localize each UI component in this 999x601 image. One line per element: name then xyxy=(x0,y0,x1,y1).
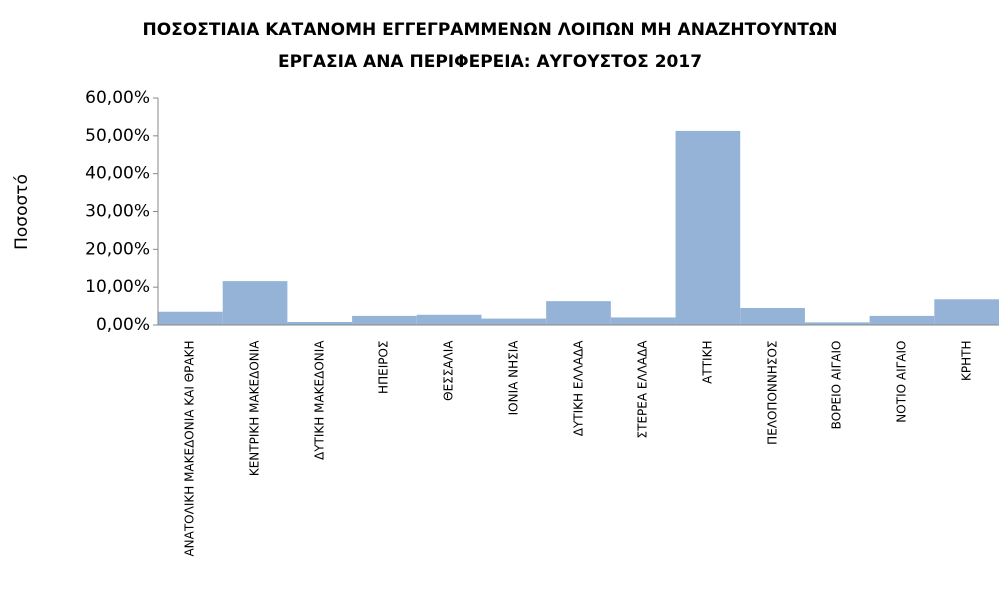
x-tick-label: ΙΟΝΙΑ ΝΗΣΙΑ xyxy=(506,340,521,415)
y-tick-label: 10,00% xyxy=(85,277,150,297)
x-tick-label: ΚΡΗΤΗ xyxy=(959,340,974,381)
y-tick-label: 30,00% xyxy=(85,202,150,222)
x-tick-label: ΣΤΕΡΕΑ ΕΛΛΑΔΑ xyxy=(635,340,650,438)
x-tick-label: ΔΥΤΙΚΗ ΕΛΛΑΔΑ xyxy=(571,340,585,436)
bar xyxy=(869,315,935,325)
bar xyxy=(287,321,353,325)
bar xyxy=(675,130,741,325)
bar xyxy=(610,317,676,325)
bar xyxy=(481,318,547,325)
x-tick-label: ΗΠΕΙΡΟΣ xyxy=(376,340,391,394)
chart-title: ΕΡΓΑΣΙΑ ΑΝΑ ΠΕΡΙΦΕΡΕΙΑ: ΑΥΓΟΥΣΤΟΣ 2017 xyxy=(278,52,702,72)
y-tick-label: 20,00% xyxy=(85,239,150,259)
bar xyxy=(222,281,288,325)
x-tick-label: ΘΕΣΣΑΛΙΑ xyxy=(441,340,456,401)
bar xyxy=(740,307,805,325)
x-tick-label: ΠΕΛΟΠΟΝΝΗΣΟΣ xyxy=(765,340,780,445)
x-tick-label: ΔΥΤΙΚΗ ΜΑΚΕΔΟΝΙΑ xyxy=(312,340,327,460)
x-tick-label: ΑΤΤΙΚΗ xyxy=(700,340,715,384)
bar xyxy=(546,301,611,325)
bar xyxy=(416,314,482,325)
y-axis-title: Ποσοστό xyxy=(12,174,32,250)
y-tick-label: 0,00% xyxy=(96,315,150,335)
bar xyxy=(934,299,999,325)
y-tick-label: 60,00% xyxy=(85,88,150,108)
x-tick-label: ΒΟΡΕΙΟ ΑΙΓΑΙΟ xyxy=(829,340,844,429)
chart-title: ΠΟΣΟΣΤΙΑΙΑ ΚΑΤΑΝΟΜΗ ΕΓΓΕΓΡΑΜΜΕΝΩΝ ΛΟΙΠΩΝ… xyxy=(142,20,837,40)
bar xyxy=(158,311,223,325)
bar xyxy=(804,322,870,325)
y-tick-label: 40,00% xyxy=(85,164,150,184)
x-tick-label: ΝΟΤΙΟ ΑΙΓΑΙΟ xyxy=(894,340,909,423)
x-tick-label: ΚΕΝΤΡΙΚΗ ΜΑΚΕΔΟΝΙΑ xyxy=(247,340,262,476)
y-tick-label: 50,00% xyxy=(85,126,150,146)
x-tick-label: ΑΝΑΤΟΛΙΚΗ ΜΑΚΕΔΟΝΙΑ ΚΑΙ ΘΡΑΚΗ xyxy=(182,340,197,557)
bar xyxy=(352,315,417,325)
